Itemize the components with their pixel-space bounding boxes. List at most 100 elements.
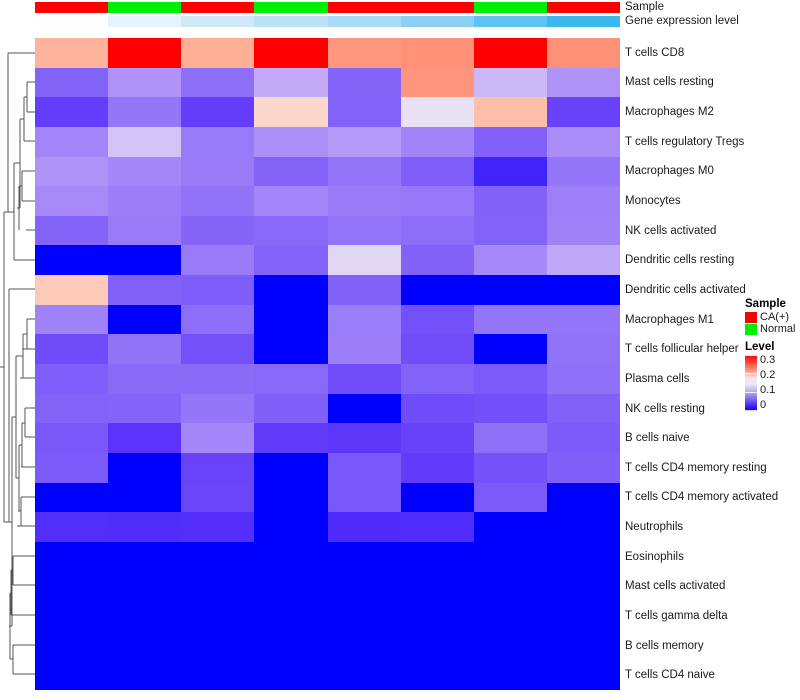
heatmap-cell bbox=[254, 304, 328, 335]
heatmap-row-label: Macrophages M0 bbox=[625, 165, 714, 178]
heatmap-cell bbox=[546, 512, 620, 542]
heatmap-cell bbox=[327, 245, 401, 276]
heatmap-row-label: T cells regulatory Tregs bbox=[625, 135, 745, 148]
heatmap-row bbox=[35, 452, 620, 483]
heatmap-row bbox=[35, 304, 620, 335]
sample-annotation-cell bbox=[400, 2, 474, 13]
heatmap-cell bbox=[108, 215, 182, 246]
heatmap-row-labels: T cells CD8 Mast cells resting Macrophages… bbox=[625, 38, 800, 690]
heatmap-cell bbox=[254, 275, 328, 305]
heatmap-cell bbox=[327, 334, 401, 365]
legend-level-tick-labels: 0.3 0.2 0.1 0 bbox=[760, 355, 775, 411]
heatmap-cell bbox=[327, 38, 401, 68]
heatmap-cell bbox=[108, 38, 182, 68]
gene-expression-annotation-cell bbox=[181, 16, 255, 27]
heatmap-cell bbox=[546, 630, 620, 661]
heatmap-cell bbox=[546, 67, 620, 98]
heatmap-cell bbox=[108, 97, 182, 127]
heatmap-cell bbox=[400, 304, 474, 335]
heatmap-cell bbox=[546, 156, 620, 187]
heatmap-cell bbox=[327, 97, 401, 127]
heatmap-cell bbox=[400, 245, 474, 276]
heatmap-cell bbox=[473, 601, 547, 631]
heatmap-row bbox=[35, 482, 620, 513]
heatmap-cell bbox=[108, 571, 182, 602]
heatmap-cell bbox=[546, 423, 620, 453]
sample-annotation-cell bbox=[181, 2, 255, 13]
heatmap-cell bbox=[35, 186, 109, 216]
legend-swatch bbox=[745, 312, 757, 323]
heatmap-cell bbox=[35, 571, 109, 602]
legend-sample-item: Normal bbox=[745, 324, 800, 335]
heatmap-cell bbox=[254, 482, 328, 513]
heatmap-cell bbox=[254, 126, 328, 157]
heatmap-cell bbox=[108, 541, 182, 572]
heatmap-cell bbox=[254, 601, 328, 631]
heatmap-cell bbox=[108, 393, 182, 424]
heatmap-row-label: T cells CD4 memory activated bbox=[625, 491, 779, 504]
heatmap-cell bbox=[108, 334, 182, 365]
heatmap-cell bbox=[400, 126, 474, 157]
gene-expression-annotation-bar bbox=[35, 16, 620, 27]
heatmap-cell bbox=[473, 423, 547, 453]
heatmap-cell bbox=[181, 304, 255, 335]
heatmap-row bbox=[35, 423, 620, 453]
heatmap-cell bbox=[400, 482, 474, 513]
heatmap-cell bbox=[473, 452, 547, 483]
heatmap-cell bbox=[546, 275, 620, 305]
gene-expression-annotation-cell bbox=[400, 16, 474, 27]
heatmap-cell bbox=[35, 393, 109, 424]
legend-level: Level 0.3 0.2 0.1 0 bbox=[745, 341, 800, 411]
heatmap-cell bbox=[327, 482, 401, 513]
heatmap-row-label: Dendritic cells resting bbox=[625, 254, 735, 267]
heatmap-cell bbox=[473, 245, 547, 276]
heatmap-row-label: Neutrophils bbox=[625, 521, 684, 534]
heatmap-row bbox=[35, 97, 620, 127]
heatmap-cell bbox=[473, 215, 547, 246]
sample-annotation-cell bbox=[108, 2, 182, 13]
heatmap-cell bbox=[181, 215, 255, 246]
heatmap-cell bbox=[181, 275, 255, 305]
heatmap-cell bbox=[181, 541, 255, 572]
heatmap-cell bbox=[546, 126, 620, 157]
heatmap-cell bbox=[400, 215, 474, 246]
heatmap-row bbox=[35, 275, 620, 305]
heatmap-cell bbox=[35, 97, 109, 127]
gene-expression-annotation-cell bbox=[546, 16, 620, 27]
heatmap-cell bbox=[473, 126, 547, 157]
heatmap-row-label: B cells memory bbox=[625, 639, 704, 652]
sample-annotation-cell bbox=[254, 2, 328, 13]
heatmap-cell bbox=[181, 423, 255, 453]
gene-expression-annotation-cell bbox=[254, 16, 328, 27]
heatmap-cell bbox=[473, 571, 547, 602]
heatmap-cell bbox=[546, 601, 620, 631]
heatmap-cell bbox=[327, 67, 401, 98]
heatmap-row bbox=[35, 334, 620, 365]
heatmap-cell bbox=[254, 97, 328, 127]
heatmap-cell bbox=[181, 334, 255, 365]
heatmap-row bbox=[35, 512, 620, 542]
heatmap-cell bbox=[546, 452, 620, 483]
heatmap-cell bbox=[400, 97, 474, 127]
heatmap-cell bbox=[108, 275, 182, 305]
gene-expression-annotation-cell bbox=[327, 16, 401, 27]
heatmap-row bbox=[35, 156, 620, 187]
heatmap-cell bbox=[546, 97, 620, 127]
heatmap-row bbox=[35, 38, 620, 68]
heatmap-row-label: Macrophages M1 bbox=[625, 313, 714, 326]
heatmap-cell bbox=[254, 393, 328, 424]
heatmap-cell bbox=[400, 630, 474, 661]
heatmap-cell bbox=[181, 482, 255, 513]
heatmap-cell bbox=[473, 393, 547, 424]
heatmap-row bbox=[35, 364, 620, 394]
gene-expression-annotation-label: Gene expression level bbox=[625, 15, 739, 27]
heatmap-cell bbox=[254, 38, 328, 68]
heatmap-cell bbox=[546, 482, 620, 513]
heatmap-cell bbox=[254, 364, 328, 394]
heatmap-cell bbox=[254, 452, 328, 483]
heatmap-cell bbox=[181, 393, 255, 424]
heatmap-cell bbox=[108, 364, 182, 394]
heatmap-cell bbox=[473, 512, 547, 542]
heatmap-cell bbox=[327, 304, 401, 335]
heatmap-cell bbox=[254, 630, 328, 661]
